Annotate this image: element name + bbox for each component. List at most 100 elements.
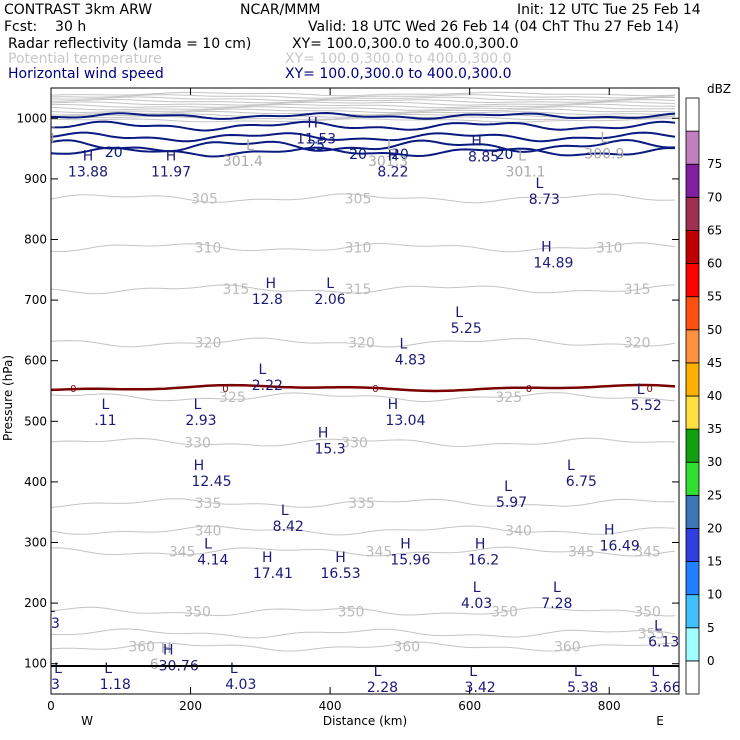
theta-contour-label: 325	[495, 390, 522, 406]
colorbar-swatch	[685, 428, 700, 463]
theta-contour-label: 320	[348, 336, 375, 352]
theta-contour-label: 315	[223, 282, 250, 298]
theta-contour	[51, 628, 676, 639]
wind-extremum-value: 17.41	[253, 566, 293, 582]
theta-contour-label: 340	[505, 523, 532, 539]
upper-theta-contour	[51, 118, 676, 123]
upper-theta-contour	[51, 91, 676, 97]
wind-extremum-value: 13.88	[68, 165, 108, 181]
upper-theta-contour	[51, 98, 676, 104]
zero-isotherm-layer: 0 0 0 0 0	[51, 383, 676, 395]
wind-extremum-value: 4.03	[461, 596, 492, 612]
wind-extremum-value: 6.75	[566, 474, 597, 490]
theta-contour-label: 345	[169, 545, 196, 561]
wind-extremum-marker: H	[166, 149, 177, 165]
wind-extremum-value: 4.14	[197, 553, 228, 569]
colorbar-level-label: 0	[707, 654, 715, 668]
theta-contour	[51, 437, 676, 448]
colorbar-level-label: 30	[707, 455, 722, 469]
colorbar-swatch	[685, 362, 700, 397]
theta-contour	[51, 498, 676, 508]
x-tick-label: 0	[47, 699, 55, 713]
wind-extremum-value: 4.03	[225, 677, 256, 693]
wind-extremum-value: 6.13	[648, 634, 679, 650]
theta-extremum-marker: L	[246, 138, 254, 154]
wind-extremum-value: 11.53	[296, 131, 336, 147]
theta-contour-label: 340	[195, 523, 222, 539]
theta-contour-label: 345	[634, 545, 661, 561]
wind-extremum-marker: L	[637, 382, 645, 398]
theta-contour	[51, 193, 676, 204]
colorbar-level-label: 70	[707, 190, 722, 204]
colorbar-swatch	[685, 561, 700, 596]
colorbar-swatch	[685, 461, 700, 496]
wind-extremum-marker: L	[651, 664, 659, 680]
colorbar-swatch	[685, 130, 700, 165]
x-tick-label: 400	[319, 699, 342, 713]
wind-extremum-marker: L	[654, 618, 662, 634]
colorbar: 0 5 10 15 20 25 30 35 40 45 50 55 60 65 70 75	[685, 97, 722, 695]
wind-contour-label: 20	[391, 147, 409, 163]
wind-extremum-value: 13.04	[385, 413, 425, 429]
upper-theta-contour	[51, 96, 676, 102]
wind-extremum-value: .11	[94, 413, 116, 429]
theta-contour-label: 360	[554, 640, 581, 656]
wind-extremum-marker: H	[604, 523, 615, 539]
wind-contour-label: 20	[496, 147, 514, 163]
y-tick-label: 900	[24, 172, 47, 186]
wind-extremum-marker: L	[281, 503, 289, 519]
wind-extremum-value: 15.96	[390, 553, 430, 569]
wind-extremum-value: 15.3	[315, 442, 346, 458]
west-label: W	[81, 714, 93, 728]
theta-contour-label: 310	[596, 240, 623, 256]
wind-extremum-marker: L	[469, 664, 477, 680]
wind-extremum-marker: L	[230, 661, 238, 677]
theta-extremum-marker: L	[518, 149, 526, 165]
y-tick-label: 300	[24, 536, 47, 550]
y-axis-label: Pressure (hPa)	[1, 355, 15, 441]
wind-extremum-value: 12.8	[252, 292, 283, 308]
field-name-wind: Horizontal wind speed	[8, 66, 164, 82]
zero-isotherm-label: 0	[222, 384, 228, 395]
theta-contour	[51, 284, 676, 295]
wind-extremum-marker: H	[475, 537, 486, 553]
field-xy-wind: XY= 100.0,300.0 to 400.0,300.0	[285, 66, 512, 82]
wind-extremum-marker: L	[104, 661, 112, 677]
theta-contour-label: 345	[568, 545, 595, 561]
colorbar-level-label: 10	[707, 588, 722, 602]
y-tick-label: 100	[24, 657, 47, 671]
wind-extremum-marker: H	[471, 134, 482, 150]
x-tick-label: 200	[179, 699, 202, 713]
zero-isotherm-label: 0	[372, 384, 378, 395]
x-axis-label: Distance (km)	[323, 714, 407, 728]
org-label: NCAR/MMM	[240, 2, 321, 18]
theta-contour	[51, 606, 676, 617]
wind-extremum-marker: L	[574, 664, 582, 680]
wind-contour-label: 20	[105, 145, 123, 161]
theta-contour-label: 320	[624, 336, 651, 352]
colorbar-level-label: 60	[707, 257, 722, 271]
wind-extremum-marker: L	[553, 580, 561, 596]
field-name-reflectivity: Radar reflectivity (lamda = 10 cm)	[8, 36, 251, 52]
theta-contour-layer: 360 360 360 355 350 350 350 350 345 345 345 345 340 3…	[51, 191, 676, 656]
y-tick-label: 1000	[16, 111, 47, 125]
x-tick-label: 800	[598, 699, 621, 713]
wind-extremum-value: 14.89	[533, 256, 573, 272]
wind-extremum-value: 12.45	[191, 474, 231, 490]
upper-theta-contour	[51, 101, 675, 106]
colorbar-level-label: 65	[707, 223, 722, 237]
wind-extremum-marker: H	[388, 149, 399, 165]
plot-frame	[50, 87, 680, 695]
wind-extremum-value: 2.06	[315, 292, 346, 308]
upper-theta-contour	[51, 110, 675, 116]
theta-contour-label: 350	[338, 605, 365, 621]
wind-extremum-marker: H	[541, 240, 552, 256]
y-tick-label: 200	[24, 596, 47, 610]
theta-contour-label: 350	[634, 605, 661, 621]
theta-contour-label: 335	[195, 496, 222, 512]
wind-contour-label: 20	[349, 147, 367, 163]
theta-extremum-value: 6	[150, 657, 159, 673]
colorbar-level-label: 20	[707, 521, 722, 535]
wind-extremum-value: 5.52	[631, 398, 662, 414]
wind-extremum-value: 8.85	[468, 150, 499, 166]
